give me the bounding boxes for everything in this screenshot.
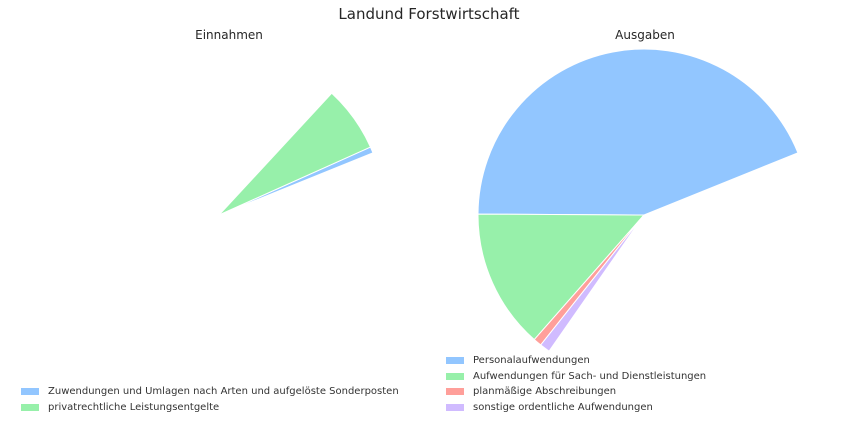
legend-swatch (446, 403, 464, 411)
legend-swatch (21, 403, 39, 411)
legend-swatch (446, 388, 464, 396)
legend-label: Personalaufwendungen (473, 355, 590, 367)
legend-einnahmen: Zuwendungen und Umlagen nach Arten und a… (21, 384, 399, 415)
legend-item-personalaufwendungen: Personalaufwendungen (446, 353, 706, 369)
legend-label: Aufwendungen für Sach- und Dienstleistun… (473, 370, 707, 382)
pie-slice-einnahmen-privatrechtliche-leistungsentgelte (218, 92, 372, 216)
legend-ausgaben: Personalaufwendungen Aufwendungen für Sac… (446, 353, 706, 415)
pie-ausgaben (477, 48, 799, 352)
legend-item-zuwendungen-und-umlagen-nach-arten-und-a: Zuwendungen und Umlagen nach Arten und a… (21, 384, 399, 400)
pie-title-einnahmen: Einnahmen (195, 28, 263, 42)
pie-slice-ausgaben-personalaufwendungen (477, 48, 799, 216)
figure-title: Landund Forstwirtschaft (338, 5, 519, 23)
legend-label: privatrechtliche Leistungsentgelte (48, 401, 220, 413)
legend-item-sonstige-ordentliche-aufwendungen: sonstige ordentliche Aufwendungen (446, 400, 706, 416)
pie-slice-ausgaben-sonstige-ordentliche-aufwendungen (540, 214, 645, 352)
legend-item-privatrechtliche-leistungsentgelte: privatrechtliche Leistungsentgelte (21, 400, 399, 416)
legend-label: planmäßige Abschreibungen (473, 386, 617, 398)
legend-label: Zuwendungen und Umlagen nach Arten und a… (48, 386, 399, 398)
pie-slice-ausgaben-aufwendungen-fur-sach-und-dienstleistung (477, 213, 646, 341)
legend-label: sonstige ordentliche Aufwendungen (473, 401, 653, 413)
pie-einnahmen (218, 92, 374, 216)
legend-swatch (446, 372, 464, 380)
legend-item-planma-ige-abschreibungen: planmäßige Abschreibungen (446, 384, 706, 400)
legend-swatch (446, 357, 464, 365)
pie-title-ausgaben: Ausgaben (615, 28, 675, 42)
legend-item-aufwendungen-fur-sach-und-dienstleistung: Aufwendungen für Sach- und Dienstleistun… (446, 369, 706, 385)
legend-swatch (21, 388, 39, 396)
